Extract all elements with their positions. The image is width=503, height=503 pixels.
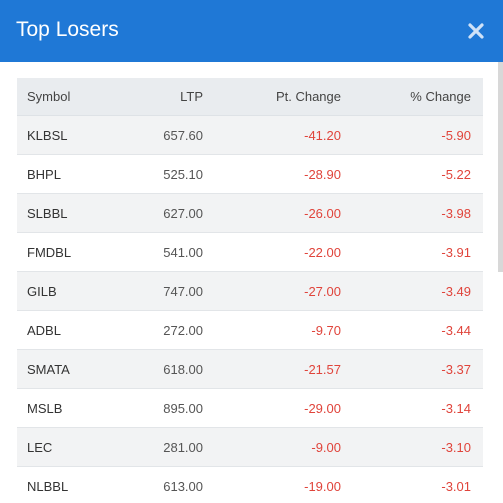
table-row[interactable]: BHPL 525.10 -28.90 -5.22 bbox=[17, 154, 483, 194]
table-row[interactable]: NLBBL 613.00 -19.00 -3.01 bbox=[17, 466, 483, 503]
pt-change-cell: -41.20 bbox=[215, 115, 353, 155]
header-ltp: LTP bbox=[107, 78, 215, 116]
ltp-cell: 627.00 bbox=[107, 193, 215, 233]
ltp-cell: 747.00 bbox=[107, 271, 215, 311]
table-row[interactable]: LEC 281.00 -9.00 -3.10 bbox=[17, 427, 483, 467]
ltp-cell: 272.00 bbox=[107, 310, 215, 350]
pt-change-cell: -26.00 bbox=[215, 193, 353, 233]
symbol-cell: NLBBL bbox=[17, 466, 107, 503]
table-row[interactable]: FMDBL 541.00 -22.00 -3.91 bbox=[17, 232, 483, 272]
pt-change-cell: -22.00 bbox=[215, 232, 353, 272]
backdrop-edge bbox=[498, 62, 503, 272]
pt-change-cell: -9.70 bbox=[215, 310, 353, 350]
table-header: Symbol LTP Pt. Change % Change bbox=[17, 78, 483, 116]
pct-change-cell: -3.49 bbox=[353, 271, 483, 311]
symbol-cell: BHPL bbox=[17, 154, 107, 194]
pct-change-cell: -3.98 bbox=[353, 193, 483, 233]
losers-table: Symbol LTP Pt. Change % Change KLBSL 657.… bbox=[17, 78, 483, 503]
ltp-cell: 618.00 bbox=[107, 349, 215, 389]
table-row[interactable]: SLBBL 627.00 -26.00 -3.98 bbox=[17, 193, 483, 233]
header-row: Symbol LTP Pt. Change % Change bbox=[17, 78, 483, 116]
pct-change-cell: -3.10 bbox=[353, 427, 483, 467]
pt-change-cell: -21.57 bbox=[215, 349, 353, 389]
pct-change-cell: -3.14 bbox=[353, 388, 483, 428]
close-button[interactable] bbox=[465, 18, 487, 44]
ltp-cell: 657.60 bbox=[107, 115, 215, 155]
symbol-cell: ADBL bbox=[17, 310, 107, 350]
pct-change-cell: -5.22 bbox=[353, 154, 483, 194]
pct-change-cell: -3.37 bbox=[353, 349, 483, 389]
pct-change-cell: -5.90 bbox=[353, 115, 483, 155]
pt-change-cell: -29.00 bbox=[215, 388, 353, 428]
symbol-cell: GILB bbox=[17, 271, 107, 311]
pct-change-cell: -3.44 bbox=[353, 310, 483, 350]
table-row[interactable]: SMATA 618.00 -21.57 -3.37 bbox=[17, 349, 483, 389]
pt-change-cell: -27.00 bbox=[215, 271, 353, 311]
pct-change-cell: -3.91 bbox=[353, 232, 483, 272]
ltp-cell: 895.00 bbox=[107, 388, 215, 428]
table-row[interactable]: KLBSL 657.60 -41.20 -5.90 bbox=[17, 115, 483, 155]
ltp-cell: 613.00 bbox=[107, 466, 215, 503]
table-body: KLBSL 657.60 -41.20 -5.90 BHPL 525.10 -28.90 -5… bbox=[17, 115, 483, 503]
close-icon bbox=[468, 23, 484, 39]
symbol-cell: SLBBL bbox=[17, 193, 107, 233]
symbol-cell: SMATA bbox=[17, 349, 107, 389]
table-row[interactable]: ADBL 272.00 -9.70 -3.44 bbox=[17, 310, 483, 350]
header-pt-change: Pt. Change bbox=[215, 78, 353, 116]
symbol-cell: MSLB bbox=[17, 388, 107, 428]
modal-header: Top Losers bbox=[0, 0, 503, 62]
ltp-cell: 281.00 bbox=[107, 427, 215, 467]
pt-change-cell: -9.00 bbox=[215, 427, 353, 467]
ltp-cell: 525.10 bbox=[107, 154, 215, 194]
header-pct-change: % Change bbox=[353, 78, 483, 116]
pt-change-cell: -19.00 bbox=[215, 466, 353, 503]
symbol-cell: LEC bbox=[17, 427, 107, 467]
header-symbol: Symbol bbox=[17, 78, 107, 116]
ltp-cell: 541.00 bbox=[107, 232, 215, 272]
pt-change-cell: -28.90 bbox=[215, 154, 353, 194]
symbol-cell: KLBSL bbox=[17, 115, 107, 155]
pct-change-cell: -3.01 bbox=[353, 466, 483, 503]
symbol-cell: FMDBL bbox=[17, 232, 107, 272]
table-row[interactable]: GILB 747.00 -27.00 -3.49 bbox=[17, 271, 483, 311]
table-row[interactable]: MSLB 895.00 -29.00 -3.14 bbox=[17, 388, 483, 428]
losers-table-container: Symbol LTP Pt. Change % Change KLBSL 657.… bbox=[17, 78, 483, 503]
modal-title: Top Losers bbox=[16, 18, 119, 41]
